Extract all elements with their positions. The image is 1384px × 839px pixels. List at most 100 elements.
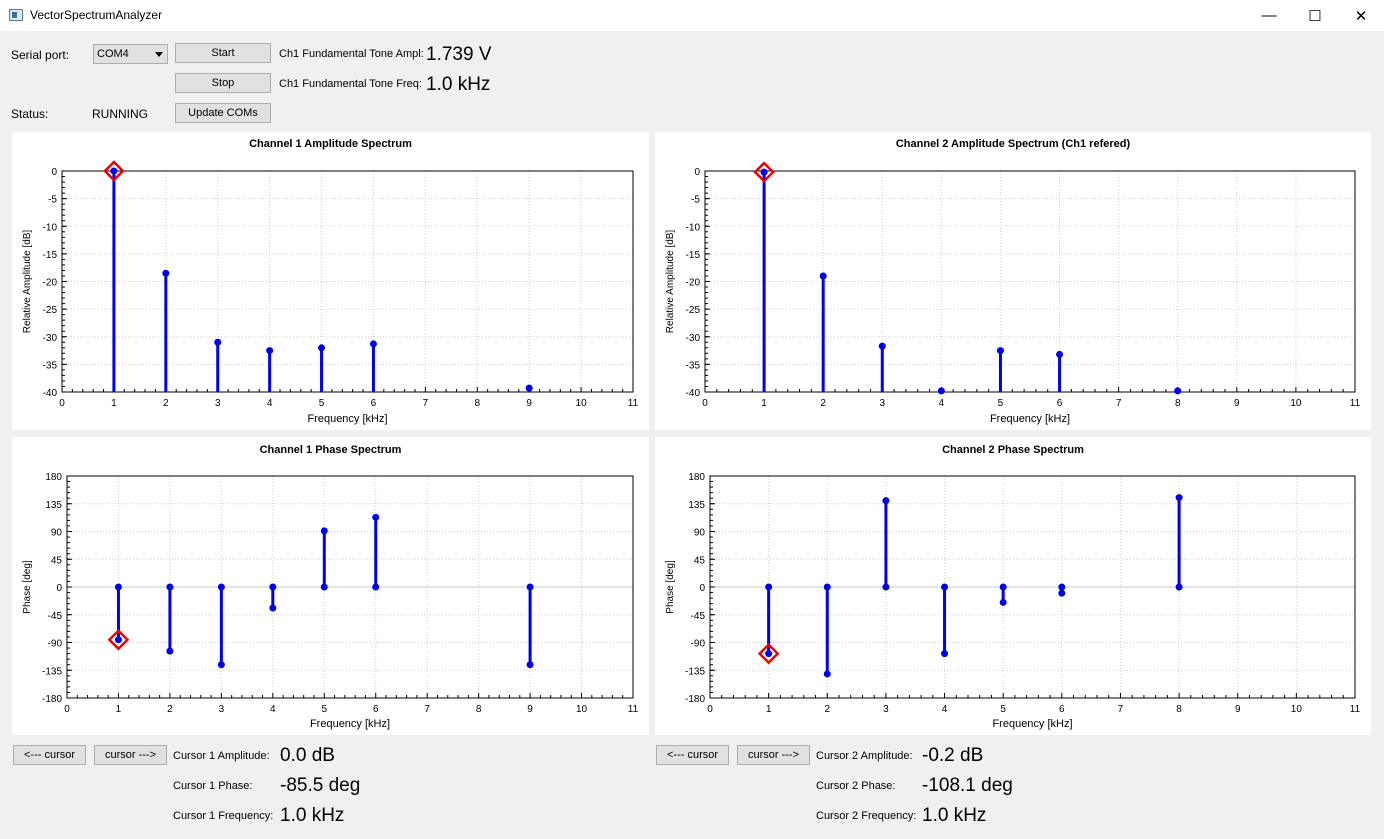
x-tick-label: 5: [998, 398, 1004, 409]
y-tick-label: 45: [51, 555, 63, 566]
y-tick-label: 0: [694, 167, 700, 178]
status-label: Status:: [11, 107, 49, 121]
x-tick-label: 0: [59, 398, 65, 409]
stem-base-marker: [526, 583, 534, 591]
x-tick-label: 1: [111, 398, 117, 409]
y-axis-label: Phase [deg]: [22, 560, 33, 614]
cursor2-phase-label: Cursor 2 Phase:: [816, 780, 896, 792]
x-tick-label: 0: [707, 704, 713, 715]
y-tick-label: -90: [691, 639, 706, 650]
ch2-amplitude-chart: Channel 2 Amplitude Spectrum (Ch1 refere…: [655, 132, 1371, 430]
x-tick-label: 9: [527, 704, 533, 715]
x-tick-label: 11: [628, 398, 639, 409]
y-tick-label: -15: [686, 250, 701, 261]
x-tick-label: 9: [1235, 704, 1241, 715]
x-tick-label: 6: [1057, 398, 1063, 409]
cursor1-left-button[interactable]: <--- cursor: [13, 745, 86, 765]
x-tick-label: 4: [267, 398, 273, 409]
y-tick-label: -5: [48, 195, 57, 206]
x-tick-label: 2: [167, 704, 173, 715]
stem-marker: [1058, 589, 1066, 597]
x-tick-label: 1: [766, 704, 772, 715]
title-bar: VectorSpectrumAnalyzer — ☐ ✕: [0, 0, 1384, 31]
cursor1-frequency-label: Cursor 1 Frequency:: [173, 810, 274, 822]
update-coms-button[interactable]: Update COMs: [175, 103, 271, 123]
x-tick-label: 2: [163, 398, 169, 409]
y-tick-label: 135: [688, 500, 705, 511]
x-tick-label: 8: [1176, 704, 1182, 715]
cursor1-right-button[interactable]: cursor --->: [94, 745, 167, 765]
minimize-button[interactable]: —: [1261, 7, 1277, 24]
y-tick-label: -25: [686, 305, 701, 316]
x-tick-label: 3: [215, 398, 221, 409]
y-tick-label: -30: [43, 333, 58, 344]
ch1-amplitude-plot: Channel 1 Amplitude Spectrum 0 1 2 3 4 5 6 7 8 9 10…: [22, 138, 639, 425]
cursor2-right-button[interactable]: cursor --->: [737, 745, 810, 765]
fundamental-ampl-value: 1.739 V: [426, 44, 492, 65]
x-tick-label: 2: [824, 704, 830, 715]
y-tick-label: 45: [694, 555, 706, 566]
ch1-amplitude-chart: Channel 1 Amplitude Spectrum 0 1 2 3 4 5 6 7 8 9 10…: [12, 132, 649, 430]
y-tick-label: -10: [686, 222, 701, 233]
stem-marker: [1174, 387, 1182, 395]
y-tick-label: -135: [685, 666, 705, 677]
y-tick-label: 0: [56, 583, 62, 594]
x-tick-label: 10: [576, 704, 588, 715]
stem-marker: [266, 347, 274, 355]
status-value: RUNNING: [92, 107, 148, 121]
stop-button[interactable]: Stop: [175, 73, 271, 93]
x-tick-label: 10: [1290, 398, 1302, 409]
y-tick-label: -25: [43, 305, 58, 316]
close-button[interactable]: ✕: [1354, 7, 1368, 25]
cursor2-phase-value: -108.1 deg: [922, 775, 1013, 796]
y-tick-label: -20: [686, 278, 701, 289]
stem-marker: [114, 636, 122, 644]
stem-marker: [372, 513, 380, 521]
fundamental-ampl-label: Ch1 Fundamental Tone Ampl:: [279, 48, 424, 60]
stem-marker: [166, 647, 174, 655]
x-tick-label: 6: [1059, 704, 1065, 715]
x-tick-label: 3: [879, 398, 885, 409]
stem-marker: [760, 168, 768, 176]
x-axis-label: Frequency [kHz]: [990, 413, 1070, 425]
cursor-marker: [107, 628, 130, 651]
fundamental-freq-value: 1.0 kHz: [426, 74, 491, 95]
cursor2-frequency-label: Cursor 2 Frequency:: [816, 810, 917, 822]
x-tick-label: 4: [270, 704, 276, 715]
x-axis-label: Frequency [kHz]: [307, 413, 387, 425]
start-button[interactable]: Start: [175, 43, 271, 63]
cursor2-frequency-value: 1.0 kHz: [922, 805, 987, 826]
stem-marker: [882, 497, 890, 505]
y-tick-label: 180: [45, 472, 62, 483]
x-tick-label: 4: [939, 398, 945, 409]
y-tick-label: -40: [43, 388, 58, 399]
x-tick-label: 3: [883, 704, 889, 715]
chart-title: Channel 1 Phase Spectrum: [260, 444, 402, 456]
stem-marker: [526, 661, 534, 669]
stem-marker: [878, 342, 886, 350]
cursor-marker: [103, 160, 125, 182]
serial-port-select[interactable]: COM4: [93, 44, 168, 64]
cursor-marker: [757, 642, 780, 665]
stem-marker: [318, 344, 326, 352]
stem-marker: [765, 650, 773, 658]
y-tick-label: -20: [43, 278, 58, 289]
x-tick-label: 10: [1291, 704, 1303, 715]
x-tick-label: 10: [576, 398, 588, 409]
serial-port-value: COM4: [97, 48, 129, 60]
x-tick-label: 7: [1116, 398, 1122, 409]
stem-marker: [320, 527, 328, 535]
stem-marker: [996, 347, 1004, 355]
y-tick-label: -10: [43, 222, 58, 233]
cursor2-amplitude-value: -0.2 dB: [922, 745, 984, 766]
y-tick-label: 0: [699, 583, 705, 594]
ch2-amplitude-plot: Channel 2 Amplitude Spectrum (Ch1 refere…: [665, 138, 1361, 425]
stem-base-marker: [823, 583, 831, 591]
chart-title: Channel 1 Amplitude Spectrum: [249, 138, 412, 150]
maximize-button[interactable]: ☐: [1308, 7, 1322, 25]
y-tick-label: 180: [688, 472, 705, 483]
x-tick-label: 8: [476, 704, 482, 715]
cursor2-left-button[interactable]: <--- cursor: [656, 745, 729, 765]
